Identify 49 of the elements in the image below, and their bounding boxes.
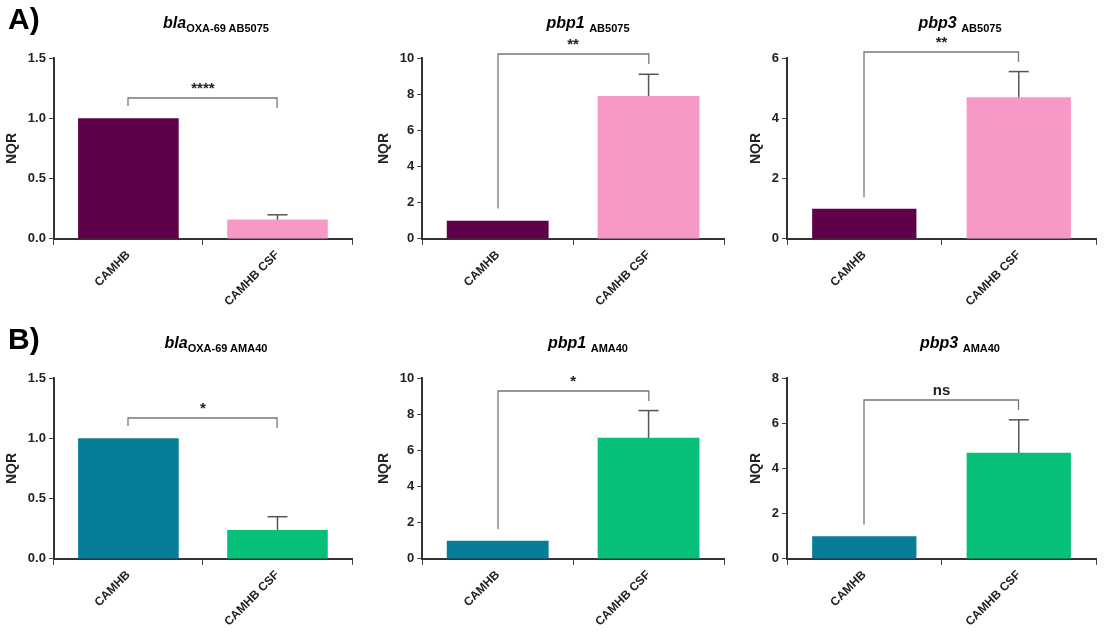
y-tick-label: 1.5 [27,49,46,65]
y-tick-label: 0 [407,550,415,566]
y-tick-label: 4 [771,460,780,476]
y-tick-label: 0 [407,230,415,246]
text: A) [8,2,40,36]
chart-title: pbp3 $_{AB5075}$ [917,14,1003,35]
y-tick-label: 4 [771,109,780,125]
y-axis-title: NQR [747,452,764,485]
y-tick-label: 0.0 [27,230,46,246]
text: B) [8,322,40,356]
y-axis-title: NQR [747,132,764,165]
annotation: **** [191,79,215,97]
y-tick-label: 2 [771,505,780,521]
y-axis-title: NQR [3,452,20,485]
y-tick-label: 10 [399,49,415,65]
y-tick-label: 1.0 [27,109,46,125]
y-tick-label: 6 [407,121,415,137]
y-tick-label: 0.0 [27,550,46,566]
y-tick-label: 8 [407,405,415,421]
annotation: ns [932,380,951,398]
y-tick-label: 6 [771,49,780,65]
y-tick-label: 0 [771,230,780,246]
annotation: * [570,371,577,389]
y-tick-label: 4 [407,158,416,174]
chart-title: bla$_{OXA-69 AB5075}$ [162,14,270,35]
y-tick-label: 4 [407,478,416,494]
y-axis-title: NQR [375,452,392,485]
chart-title: pbp1 $_{AMA40}$ [546,334,629,355]
text: ** [567,35,579,53]
chart-title: pbp3 $_{AMA40}$ [918,334,1001,355]
y-tick-label: 2 [407,194,415,210]
y-tick-label: 1.5 [27,369,46,385]
y-tick-label: 0.5 [27,170,46,186]
y-tick-label: 2 [407,514,415,530]
text: ** [935,32,948,50]
chart-title: pbp1 $_{AB5075}$ [545,14,631,35]
y-tick-label: 8 [407,85,415,101]
y-axis-title: NQR [375,132,392,165]
y-tick-label: 2 [771,170,780,186]
y-tick-label: 10 [399,369,415,385]
y-tick-label: 0.5 [27,490,46,506]
chart-title: bla$_{OXA-69 AMA40}$ [163,334,269,355]
y-tick-label: 1.0 [27,429,46,445]
y-tick-label: 0 [771,550,780,566]
y-tick-label: 8 [771,369,780,385]
y-axis-title: NQR [3,132,20,165]
annotation: * [200,399,206,417]
y-tick-label: 6 [771,414,780,430]
y-tick-label: 6 [407,441,415,457]
